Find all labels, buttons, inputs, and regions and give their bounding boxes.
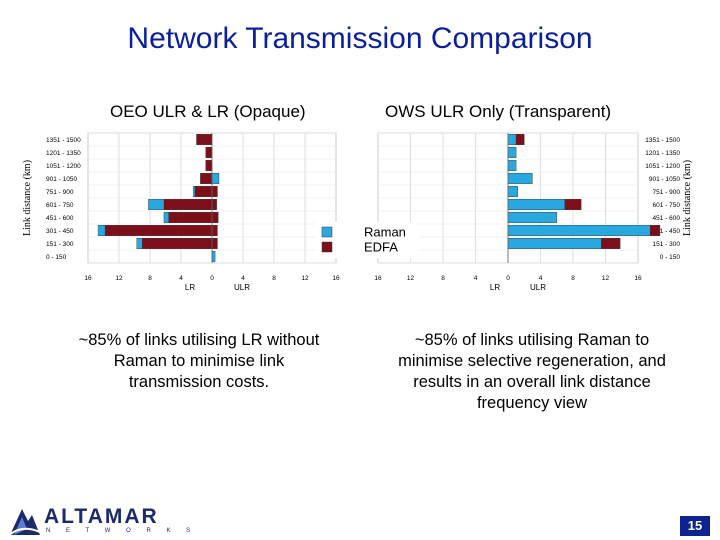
logo-subtitle: N E T W O R K S: [46, 528, 198, 534]
bar-0-0-4: [194, 185, 213, 197]
bar-1-1-8: [601, 237, 621, 249]
category-label-0-3: 901 - 1050: [46, 176, 77, 183]
category-label-1-2: 1051 - 1200: [645, 163, 680, 170]
x-label-right-0: ULR: [234, 283, 250, 292]
x-label-left-0: LR: [185, 283, 195, 292]
category-label-1-5: 601 - 750: [653, 202, 681, 209]
legend-label-1: EDFA: [364, 240, 398, 255]
x-tick-label-0-3: 4: [179, 275, 183, 282]
bar-0-1-5: [148, 198, 165, 210]
caption-opaque: ~85% of links utilising LR without Raman…: [78, 331, 320, 391]
x-tick-label-1-3: 4: [474, 275, 478, 282]
x-tick-label-0-4: 0: [210, 275, 214, 282]
category-label-0-7: 301 - 450: [46, 228, 74, 235]
bar-1-0-3: [507, 172, 533, 184]
caption-transparent: ~85% of links utilising Raman to minimis…: [398, 331, 666, 412]
y-axis-label-0: Link distance (km): [22, 160, 33, 236]
category-label-1-6: 451 - 600: [653, 215, 681, 222]
bar-0-1-4: [193, 185, 196, 197]
page-title: Network Transmission Comparison: [127, 22, 593, 55]
category-label-0-6: 451 - 600: [46, 215, 74, 222]
category-label-1-0: 1351 - 1500: [645, 137, 680, 144]
bar-1-1-0: [515, 133, 525, 145]
bar-0-0-1: [205, 146, 213, 158]
x-tick-label-1-0: 16: [374, 275, 382, 282]
legend-box: [315, 221, 419, 259]
x-tick-label-0-8: 16: [332, 275, 340, 282]
x-tick-label-1-7: 12: [602, 275, 610, 282]
legend-swatch-0: [321, 226, 333, 238]
bar-0-1-8: [136, 237, 143, 249]
bar-1-1-5: [564, 198, 582, 210]
category-label-0-8: 151 - 300: [46, 241, 74, 248]
bar-1-0-4: [507, 185, 518, 197]
category-label-1-3: 901 - 1050: [649, 176, 680, 183]
category-label-0-1: 1201 - 1350: [46, 150, 81, 157]
category-label-1-9: 0 - 150: [660, 254, 681, 261]
category-label-1-8: 151 - 300: [653, 241, 681, 248]
x-label-left-1: LR: [490, 283, 500, 292]
bar-0-3-5: [211, 198, 217, 210]
bar-1-0-7: [507, 224, 651, 236]
bar-0-0-7: [104, 224, 213, 236]
bar-0-0-3: [200, 172, 213, 184]
logo-name: ALTAMAR: [44, 505, 159, 528]
x-tick-label-0-5: 4: [241, 275, 245, 282]
bar-1-1-7: [649, 224, 661, 236]
bar-0-0-5: [163, 198, 213, 210]
x-tick-label-1-2: 8: [441, 275, 445, 282]
bar-0-3-4: [211, 185, 218, 197]
bar-0-1-7: [97, 224, 106, 236]
x-tick-label-0-6: 8: [272, 275, 276, 282]
page-number: 15: [680, 516, 710, 536]
bar-1-0-0: [507, 133, 517, 145]
category-label-0-9: 0 - 150: [46, 254, 67, 261]
x-label-right-1: ULR: [530, 283, 546, 292]
chart-title-transparent: OWS ULR Only (Transparent): [385, 102, 612, 121]
x-tick-label-1-5: 4: [539, 275, 543, 282]
bar-0-0-0: [196, 133, 213, 145]
altamar-logo-icon: [8, 509, 42, 537]
bar-0-3-8: [211, 237, 218, 249]
bar-1-0-8: [507, 237, 602, 249]
category-label-0-4: 751 - 900: [46, 189, 74, 196]
x-tick-label-1-6: 8: [571, 275, 575, 282]
bar-0-0-6: [168, 211, 213, 223]
legend-label-0: Raman: [364, 225, 406, 240]
bar-1-0-2: [507, 159, 517, 171]
x-tick-label-1-1: 12: [407, 275, 415, 282]
legend-swatch-1: [321, 241, 333, 253]
category-label-1-1: 1201 - 1350: [645, 150, 680, 157]
x-tick-label-0-7: 12: [301, 275, 309, 282]
bar-0-2-9: [211, 250, 216, 262]
bar-1-0-1: [507, 146, 517, 158]
bar-1-0-6: [507, 211, 557, 223]
bar-0-3-7: [211, 224, 218, 236]
category-label-1-7: 301 - 450: [653, 228, 681, 235]
bar-1-0-5: [507, 198, 566, 210]
x-tick-label-0-1: 12: [115, 275, 123, 282]
y-axis-label-1: Link distance (km): [682, 160, 693, 236]
bar-0-3-6: [211, 211, 219, 223]
category-label-1-4: 751 - 900: [653, 189, 681, 196]
bar-0-1-6: [163, 211, 169, 223]
bar-0-2-3: [211, 172, 220, 184]
bar-0-0-8: [142, 237, 213, 249]
chart-title-opaque: OEO ULR & LR (Opaque): [110, 102, 306, 121]
x-tick-label-1-8: 16: [634, 275, 642, 282]
bar-0-0-2: [205, 159, 213, 171]
category-label-0-0: 1351 - 1500: [46, 137, 81, 144]
category-label-0-5: 601 - 750: [46, 202, 74, 209]
x-tick-label-0-2: 8: [148, 275, 152, 282]
x-tick-label-1-4: 0: [506, 275, 510, 282]
category-label-0-2: 1051 - 1200: [46, 163, 81, 170]
x-tick-label-0-0: 16: [84, 275, 92, 282]
